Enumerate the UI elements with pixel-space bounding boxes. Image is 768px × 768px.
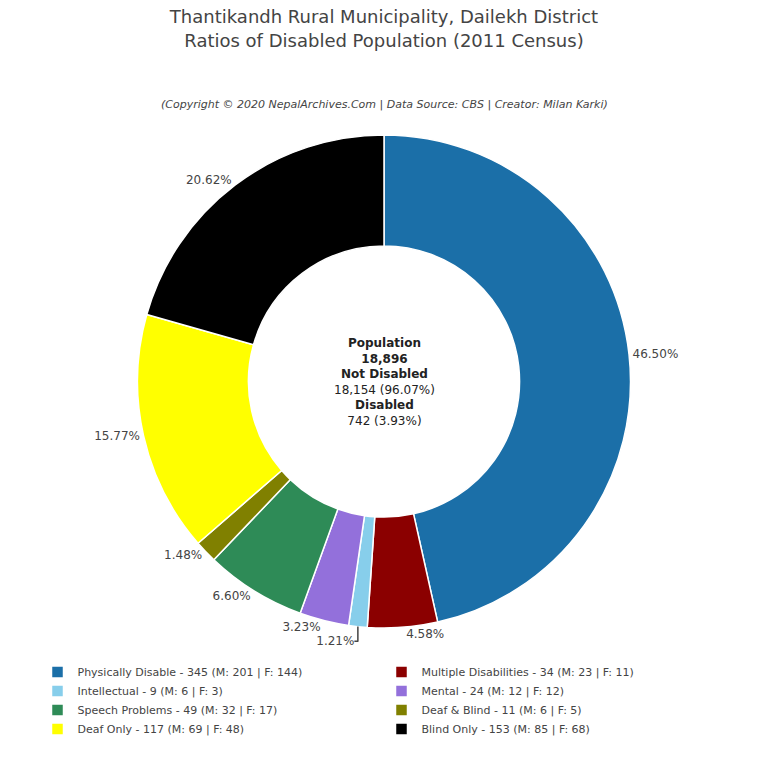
svg-text:Deaf & Blind - 11 (M: 6 | F: 5: Deaf & Blind - 11 (M: 6 | F: 5) — [422, 704, 582, 717]
svg-text:20.62%: 20.62% — [186, 173, 232, 187]
svg-text:1.48%: 1.48% — [164, 548, 202, 562]
svg-text:Physically Disable - 345 (M: 2: Physically Disable - 345 (M: 201 | F: 14… — [78, 666, 303, 679]
svg-text:Intellectual - 9 (M: 6 | F: 3): Intellectual - 9 (M: 6 | F: 3) — [78, 685, 223, 698]
svg-text:Multiple Disabilities - 34 (M:: Multiple Disabilities - 34 (M: 23 | F: 1… — [422, 666, 634, 679]
svg-text:(Copyright © 2020 NepalArchive: (Copyright © 2020 NepalArchives.Com | Da… — [161, 98, 608, 111]
svg-text:Speech Problems - 49 (M: 32 |: Speech Problems - 49 (M: 32 | F: 17) — [78, 704, 278, 717]
svg-text:1.21%: 1.21% — [316, 634, 354, 648]
svg-text:Mental - 24 (M: 12 | F: 12): Mental - 24 (M: 12 | F: 12) — [422, 685, 564, 698]
svg-text:Thantikandh Rural Municipality: Thantikandh Rural Municipality, Dailekh … — [169, 6, 598, 50]
svg-text:46.50%: 46.50% — [633, 347, 679, 361]
svg-text:Deaf Only - 117 (M: 69 | F: 48: Deaf Only - 117 (M: 69 | F: 48) — [78, 723, 245, 736]
svg-text:15.77%: 15.77% — [94, 429, 140, 443]
svg-text:3.23%: 3.23% — [282, 620, 320, 634]
svg-text:4.58%: 4.58% — [406, 627, 444, 641]
svg-text:Blind Only - 153 (M: 85 | F: 6: Blind Only - 153 (M: 85 | F: 68) — [422, 723, 590, 736]
svg-text:Population18,896Not Disabled18: Population18,896Not Disabled18,154 (96.0… — [334, 336, 435, 428]
svg-text:6.60%: 6.60% — [213, 589, 251, 603]
